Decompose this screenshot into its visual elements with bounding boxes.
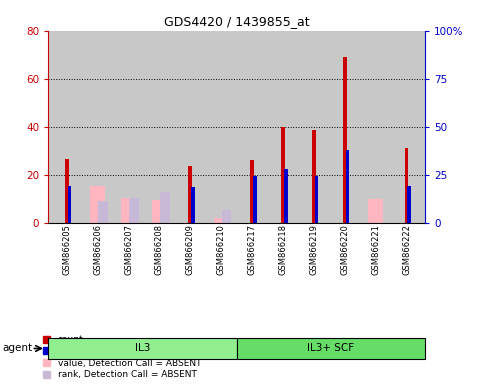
Bar	[343, 57, 347, 223]
Bar	[407, 185, 411, 223]
Bar	[65, 159, 69, 223]
Bar	[315, 176, 318, 223]
Bar	[284, 169, 287, 223]
Bar	[121, 197, 136, 223]
Bar	[129, 197, 139, 223]
Bar	[368, 199, 383, 223]
Legend: count, percentile rank within the sample, value, Detection Call = ABSENT, rank, : count, percentile rank within the sample…	[43, 335, 211, 379]
Bar	[160, 192, 170, 223]
Bar	[188, 166, 192, 223]
Bar	[98, 201, 108, 223]
Bar	[312, 130, 316, 223]
Bar	[405, 148, 409, 223]
Title: GDS4420 / 1439855_at: GDS4420 / 1439855_at	[164, 15, 310, 28]
Bar	[250, 161, 254, 223]
Bar	[68, 185, 71, 223]
Bar	[213, 218, 229, 223]
Text: IL3+ SCF: IL3+ SCF	[307, 343, 355, 354]
Bar	[90, 185, 105, 223]
Bar	[191, 187, 195, 223]
Text: IL3: IL3	[135, 343, 150, 354]
Bar	[222, 210, 231, 223]
Bar	[253, 176, 256, 223]
Bar	[152, 200, 167, 223]
Text: agent: agent	[2, 343, 32, 354]
Bar	[281, 127, 285, 223]
Bar	[345, 149, 349, 223]
